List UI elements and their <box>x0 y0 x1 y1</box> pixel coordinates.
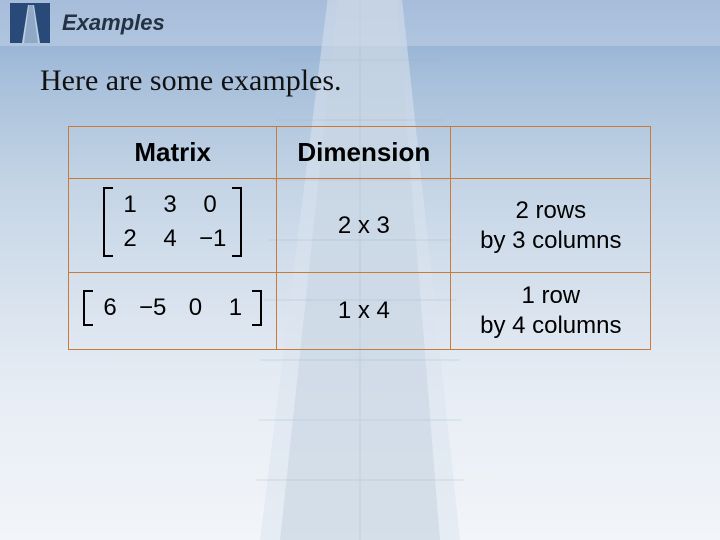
dimension-cell: 2 x 3 <box>277 179 451 273</box>
dimension-cell: 1 x 4 <box>277 273 451 350</box>
m: 1 <box>224 294 246 322</box>
header-dimension: Dimension <box>277 127 451 179</box>
m: 3 <box>159 191 181 219</box>
m: 6 <box>99 294 121 322</box>
description-cell: 1 row by 4 columns <box>451 273 651 350</box>
intro-text: Here are some examples. <box>40 64 680 98</box>
m: 1 <box>119 191 141 219</box>
header-empty <box>451 127 651 179</box>
m: 0 <box>199 191 221 219</box>
header-matrix: Matrix <box>69 127 277 179</box>
matrix-1x4: 6 −5 0 1 <box>83 290 262 326</box>
table-row: 6 −5 0 1 1 x 4 1 row by 4 columns <box>69 273 651 350</box>
matrix-2x3: 1 3 0 2 4 −1 <box>103 187 242 257</box>
m: 4 <box>159 225 181 253</box>
desc-line: by 3 columns <box>480 227 621 254</box>
slide-header: Examples <box>0 0 720 46</box>
examples-table: Matrix Dimension 1 3 0 <box>68 126 651 350</box>
desc-line: 2 rows <box>515 197 586 224</box>
slide-content: Here are some examples. Matrix Dimension… <box>0 46 720 350</box>
slide-title: Examples <box>62 10 165 36</box>
m: 0 <box>184 294 206 322</box>
m: −1 <box>199 225 226 253</box>
m: −5 <box>139 294 166 322</box>
desc-line: by 4 columns <box>480 312 621 339</box>
desc-line: 1 row <box>521 282 580 309</box>
matrix-cell: 6 −5 0 1 <box>69 273 277 350</box>
table-row: 1 3 0 2 4 −1 2 x 3 <box>69 179 651 273</box>
matrix-cell: 1 3 0 2 4 −1 <box>69 179 277 273</box>
table-header-row: Matrix Dimension <box>69 127 651 179</box>
thumbnail-icon <box>10 3 50 43</box>
m: 2 <box>119 225 141 253</box>
description-cell: 2 rows by 3 columns <box>451 179 651 273</box>
